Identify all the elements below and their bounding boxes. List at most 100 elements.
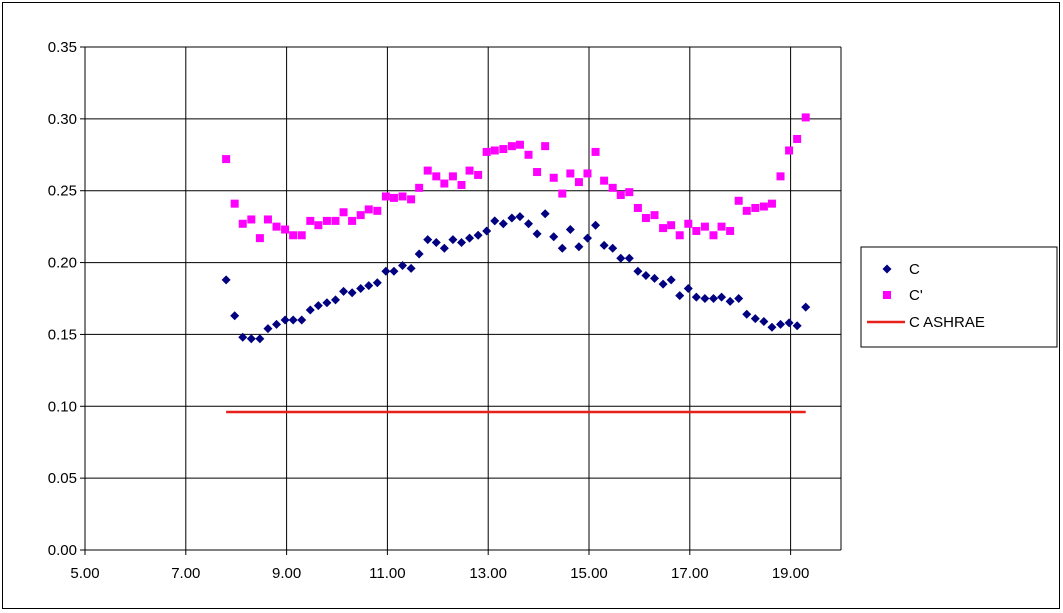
point-c [708,294,718,303]
tick-layer: 0.00 0.05 0.10 0.15 0.20 0.25 0.30 0.35 5.00 7.00… [48,39,810,582]
point-c [599,240,609,250]
point-c [330,295,340,305]
point-c [347,288,357,298]
point-c [255,334,265,344]
point-c [272,319,282,329]
x-tick-label: 11.00 [369,565,405,582]
point-c-prime [616,191,625,200]
point-c [524,219,534,229]
point-c [532,229,542,239]
y-tick-label: 0.35 [48,39,77,56]
point-c-prime [272,222,281,231]
point-c [372,278,382,288]
point-c-prime [659,224,668,233]
point-c [616,253,626,263]
point-c [641,271,651,281]
point-c-prime [650,211,659,220]
point-c [549,232,559,242]
x-tick-label: 13.00 [469,565,507,582]
point-c [448,235,458,245]
point-c [666,275,676,285]
y-tick-label: 0.05 [48,470,77,487]
point-c [624,253,634,263]
point-c [750,314,760,324]
point-c-prime [263,215,272,224]
point-c [406,263,416,273]
point-c-prime [759,202,768,211]
point-c-prime [801,113,810,122]
point-c-prime [297,231,306,240]
point-c-prime [558,189,567,198]
grid-layer [84,46,842,550]
point-c [364,281,374,291]
point-c [784,318,794,328]
point-c [313,301,323,311]
point-c-prime [238,219,247,228]
point-c [801,302,811,312]
point-c-prime [457,180,466,189]
point-c-prime [793,134,802,143]
point-c [263,324,273,334]
point-c-prime [482,147,491,156]
point-c-prime [440,179,449,188]
point-c [792,321,802,331]
point-c [582,233,592,243]
point-c-prime [641,214,650,223]
point-c [725,296,735,306]
point-c-prime [717,222,726,231]
legend-label: C [909,261,920,278]
point-c [221,275,231,285]
point-c-prime [776,172,785,181]
point-c [482,226,492,236]
point-c [456,237,466,247]
point-c-prime [331,216,340,225]
point-c [490,216,500,226]
point-c [398,260,408,270]
y-tick-label: 0.20 [48,255,77,272]
point-c [439,243,449,253]
point-c [776,319,786,329]
point-c [515,212,525,222]
point-c-prime [667,221,676,230]
point-c-prime [398,192,407,201]
series-layer [221,113,811,414]
point-c-prime [255,234,264,243]
point-c-prime [533,168,542,177]
x-tick-label: 19.00 [772,565,810,582]
point-c [633,266,643,276]
point-c [565,225,575,235]
legend-box [860,246,1058,348]
point-c-prime [574,178,583,187]
point-c-prime [281,225,290,234]
point-c-prime [767,199,776,208]
x-tick-label: 5.00 [70,565,99,582]
point-c [238,332,248,342]
point-c-prime [583,169,592,178]
point-c-prime [591,147,600,156]
point-c [650,273,660,283]
point-c-prime [700,222,709,231]
point-c [288,315,298,325]
point-c [691,292,701,302]
point-c-prime [633,203,642,212]
point-c [230,311,240,321]
axes-layer [84,47,841,551]
point-c-prime [407,195,416,204]
point-c [759,316,769,326]
y-tick-label: 0.00 [48,542,77,559]
point-c-prime [726,226,735,235]
point-c [700,294,710,303]
point-c [557,243,567,253]
point-c-prime [734,196,743,205]
point-c [734,294,744,303]
point-c [717,292,727,302]
point-c-prime [751,203,760,212]
point-c-prime [515,140,524,149]
point-c-prime [684,219,693,228]
point-c-prime [600,176,609,185]
point-c [540,209,550,219]
point-c [473,230,483,240]
point-c-prime [675,231,684,240]
point-c-prime [356,211,365,220]
legend: C C' C ASHRAE [860,246,1058,348]
